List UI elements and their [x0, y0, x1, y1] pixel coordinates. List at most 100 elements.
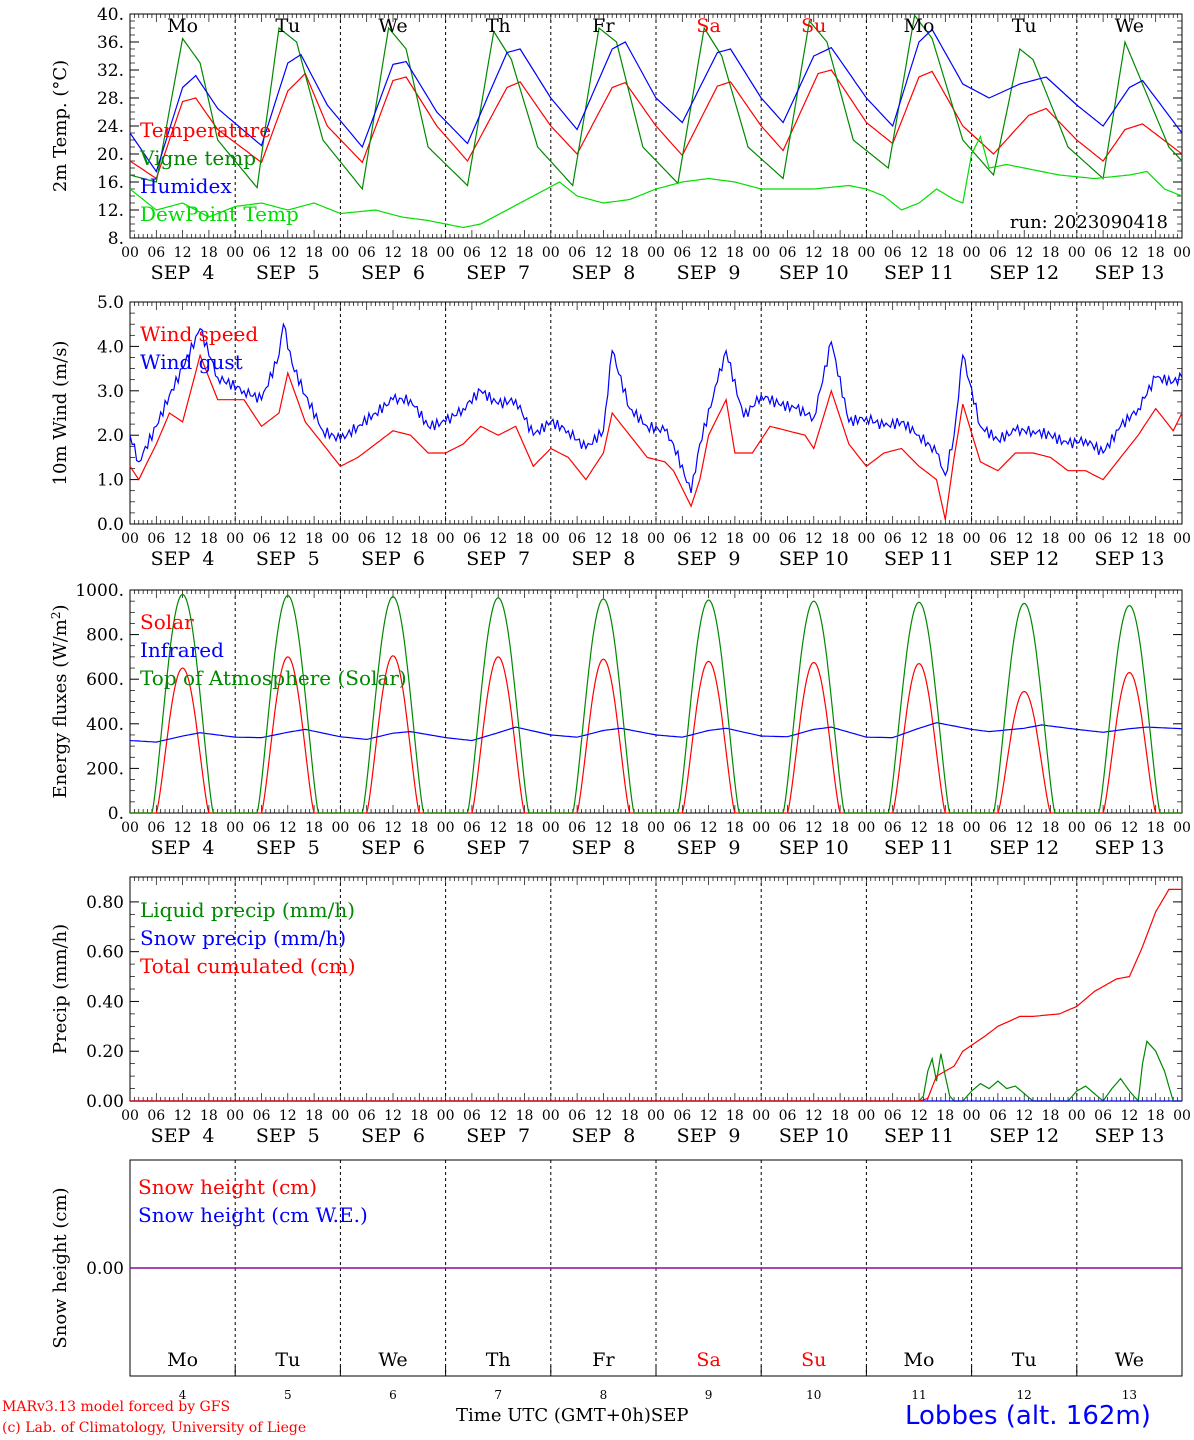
- hour-label: 18: [305, 245, 323, 261]
- hour-label: 00: [226, 245, 244, 261]
- hour-label: 00: [963, 245, 981, 261]
- legend-entry: Infrared: [140, 638, 224, 662]
- y-tick-label: 20.: [97, 145, 124, 165]
- hour-label: 00: [963, 531, 981, 547]
- date-label: SEP 5: [256, 262, 320, 284]
- hour-label: 00: [331, 531, 349, 547]
- y-tick-label: 800.: [86, 626, 124, 646]
- time-axis-label: Time UTC (GMT+0h)SEP: [456, 1405, 688, 1426]
- day-name: Mo: [904, 1349, 935, 1371]
- date-label: SEP 11: [884, 837, 954, 859]
- hour-label: 00: [331, 245, 349, 261]
- y-tick-label: 40.: [97, 5, 124, 25]
- date-label: SEP 8: [571, 548, 635, 570]
- hour-label: 18: [305, 820, 323, 836]
- y-tick-label: 16.: [97, 173, 124, 193]
- hour-label: 18: [621, 820, 639, 836]
- hour-label: 12: [594, 820, 612, 836]
- legend-entry: Liquid precip (mm/h): [140, 898, 355, 922]
- hour-label: 00: [857, 1108, 875, 1124]
- legend-entry: Wind gust: [140, 350, 243, 374]
- day-name: Th: [486, 15, 511, 37]
- run-annotation: run: 2023090418: [1010, 212, 1168, 233]
- hour-label: 12: [174, 245, 192, 261]
- hour-label: 12: [700, 1108, 718, 1124]
- hour-label: 12: [1015, 245, 1033, 261]
- hour-label: 12: [174, 1108, 192, 1124]
- hour-label: 12: [1120, 820, 1138, 836]
- day-name: Tu: [1012, 1349, 1037, 1371]
- hour-label: 00: [1068, 820, 1086, 836]
- day-name: Fr: [592, 15, 615, 37]
- date-label: SEP 12: [989, 262, 1059, 284]
- legend-entry: Snow height (cm): [138, 1175, 317, 1199]
- hour-label: 00: [437, 531, 455, 547]
- hour-label: 18: [1147, 820, 1165, 836]
- hour-label: 18: [936, 245, 954, 261]
- hour-label: 18: [1147, 1108, 1165, 1124]
- hour-label: 12: [805, 531, 823, 547]
- hour-label: 06: [147, 531, 165, 547]
- day-name: We: [1115, 15, 1144, 37]
- day-name: Tu: [275, 1349, 300, 1371]
- hour-label: 12: [1120, 531, 1138, 547]
- hour-label: 00: [1068, 531, 1086, 547]
- day-name: Su: [801, 15, 826, 37]
- hour-label: 06: [147, 245, 165, 261]
- hour-label: 12: [489, 531, 507, 547]
- panel-4: [129, 1159, 1183, 1377]
- hour-label: 00: [1173, 531, 1191, 547]
- legend-entry: Snow precip (mm/h): [140, 926, 346, 950]
- day-name: Th: [486, 1349, 511, 1371]
- hour-label: 00: [1068, 1108, 1086, 1124]
- hour-label: 12: [174, 820, 192, 836]
- day-name: Tu: [275, 15, 300, 37]
- hour-label: 06: [463, 531, 481, 547]
- y-axis-label: Energy fluxes (W/m2): [49, 604, 71, 798]
- hour-label: 18: [516, 1108, 534, 1124]
- hour-label: 06: [253, 245, 271, 261]
- hour-label: 06: [147, 820, 165, 836]
- hour-label: 00: [331, 1108, 349, 1124]
- y-tick-label: 32.: [97, 61, 124, 81]
- day-number: 9: [705, 1388, 713, 1402]
- panel-3: [129, 876, 1183, 1103]
- date-label: SEP 4: [151, 262, 215, 284]
- hour-label: 06: [779, 1108, 797, 1124]
- hour-label: 06: [779, 820, 797, 836]
- legend-entry: Snow height (cm W.E.): [138, 1203, 368, 1227]
- hour-label: 00: [121, 245, 139, 261]
- hour-label: 18: [831, 245, 849, 261]
- y-tick-label: 28.: [97, 89, 124, 109]
- day-number: 4: [179, 1388, 187, 1402]
- hour-label: 18: [936, 820, 954, 836]
- hour-label: 12: [1120, 1108, 1138, 1124]
- y-tick-label: 12.: [97, 201, 124, 221]
- hour-label: 12: [594, 1108, 612, 1124]
- credit-model: MARv3.13 model forced by GFS: [2, 1399, 231, 1415]
- hour-label: 06: [463, 245, 481, 261]
- hour-label: 12: [594, 531, 612, 547]
- y-tick-label: 0.20: [86, 1042, 124, 1062]
- date-label: SEP 6: [361, 837, 425, 859]
- y-tick-label: 4.0: [97, 337, 124, 357]
- hour-label: 06: [568, 531, 586, 547]
- panel-0: [129, 13, 1183, 239]
- hour-label: 00: [331, 820, 349, 836]
- hour-label: 18: [305, 1108, 323, 1124]
- y-tick-label: 0.80: [86, 893, 124, 913]
- y-tick-label: 600.: [86, 670, 124, 690]
- day-name: Sa: [696, 15, 720, 37]
- hour-label: 12: [489, 245, 507, 261]
- hour-label: 06: [989, 245, 1007, 261]
- hour-label: 06: [989, 531, 1007, 547]
- hour-label: 12: [279, 820, 297, 836]
- hour-label: 12: [279, 245, 297, 261]
- hour-label: 18: [1042, 1108, 1060, 1124]
- date-label: SEP 13: [1094, 262, 1164, 284]
- hour-label: 06: [1094, 531, 1112, 547]
- date-label: SEP 7: [466, 262, 530, 284]
- hour-label: 00: [542, 820, 560, 836]
- hour-label: 18: [410, 245, 428, 261]
- day-name: Fr: [592, 1349, 615, 1371]
